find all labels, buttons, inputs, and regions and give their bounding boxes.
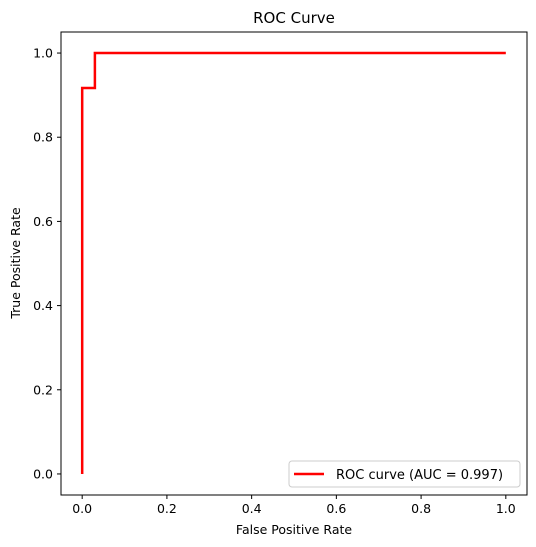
x-axis-label: False Positive Rate: [236, 522, 352, 537]
legend-box: [288, 460, 521, 488]
legend: ROC curve (AUC = 0.997): [288, 460, 521, 488]
y-tick-label: 0.8: [33, 130, 53, 145]
x-tick-label: 1.0: [496, 501, 516, 516]
series-layer: [80, 51, 506, 474]
chart-title: ROC Curve: [253, 9, 335, 27]
y-axis-label: True Positive Rate: [8, 207, 23, 320]
x-tick-label: 0.8: [411, 501, 431, 516]
x-tick-label: 0.0: [72, 501, 92, 516]
x-axis-ticks: 0.0 0.2 0.4 0.6 0.8 1.0: [72, 495, 516, 516]
y-tick-label: 0.6: [33, 214, 53, 229]
roc-curve-line: [80, 51, 506, 474]
y-axis-ticks: 0.0 0.2 0.4 0.6 0.8 1.0: [33, 46, 61, 481]
y-tick-label: 0.2: [33, 382, 53, 397]
x-tick-label: 0.6: [326, 501, 346, 516]
x-tick-label: 0.4: [242, 501, 262, 516]
y-tick-label: 0.0: [33, 466, 53, 481]
legend-label: ROC curve (AUC = 0.997): [336, 468, 503, 483]
plot-frame: [60, 31, 528, 496]
x-tick-label: 0.2: [157, 501, 177, 516]
y-tick-label: 0.4: [33, 298, 53, 313]
y-tick-label: 1.0: [33, 46, 53, 61]
